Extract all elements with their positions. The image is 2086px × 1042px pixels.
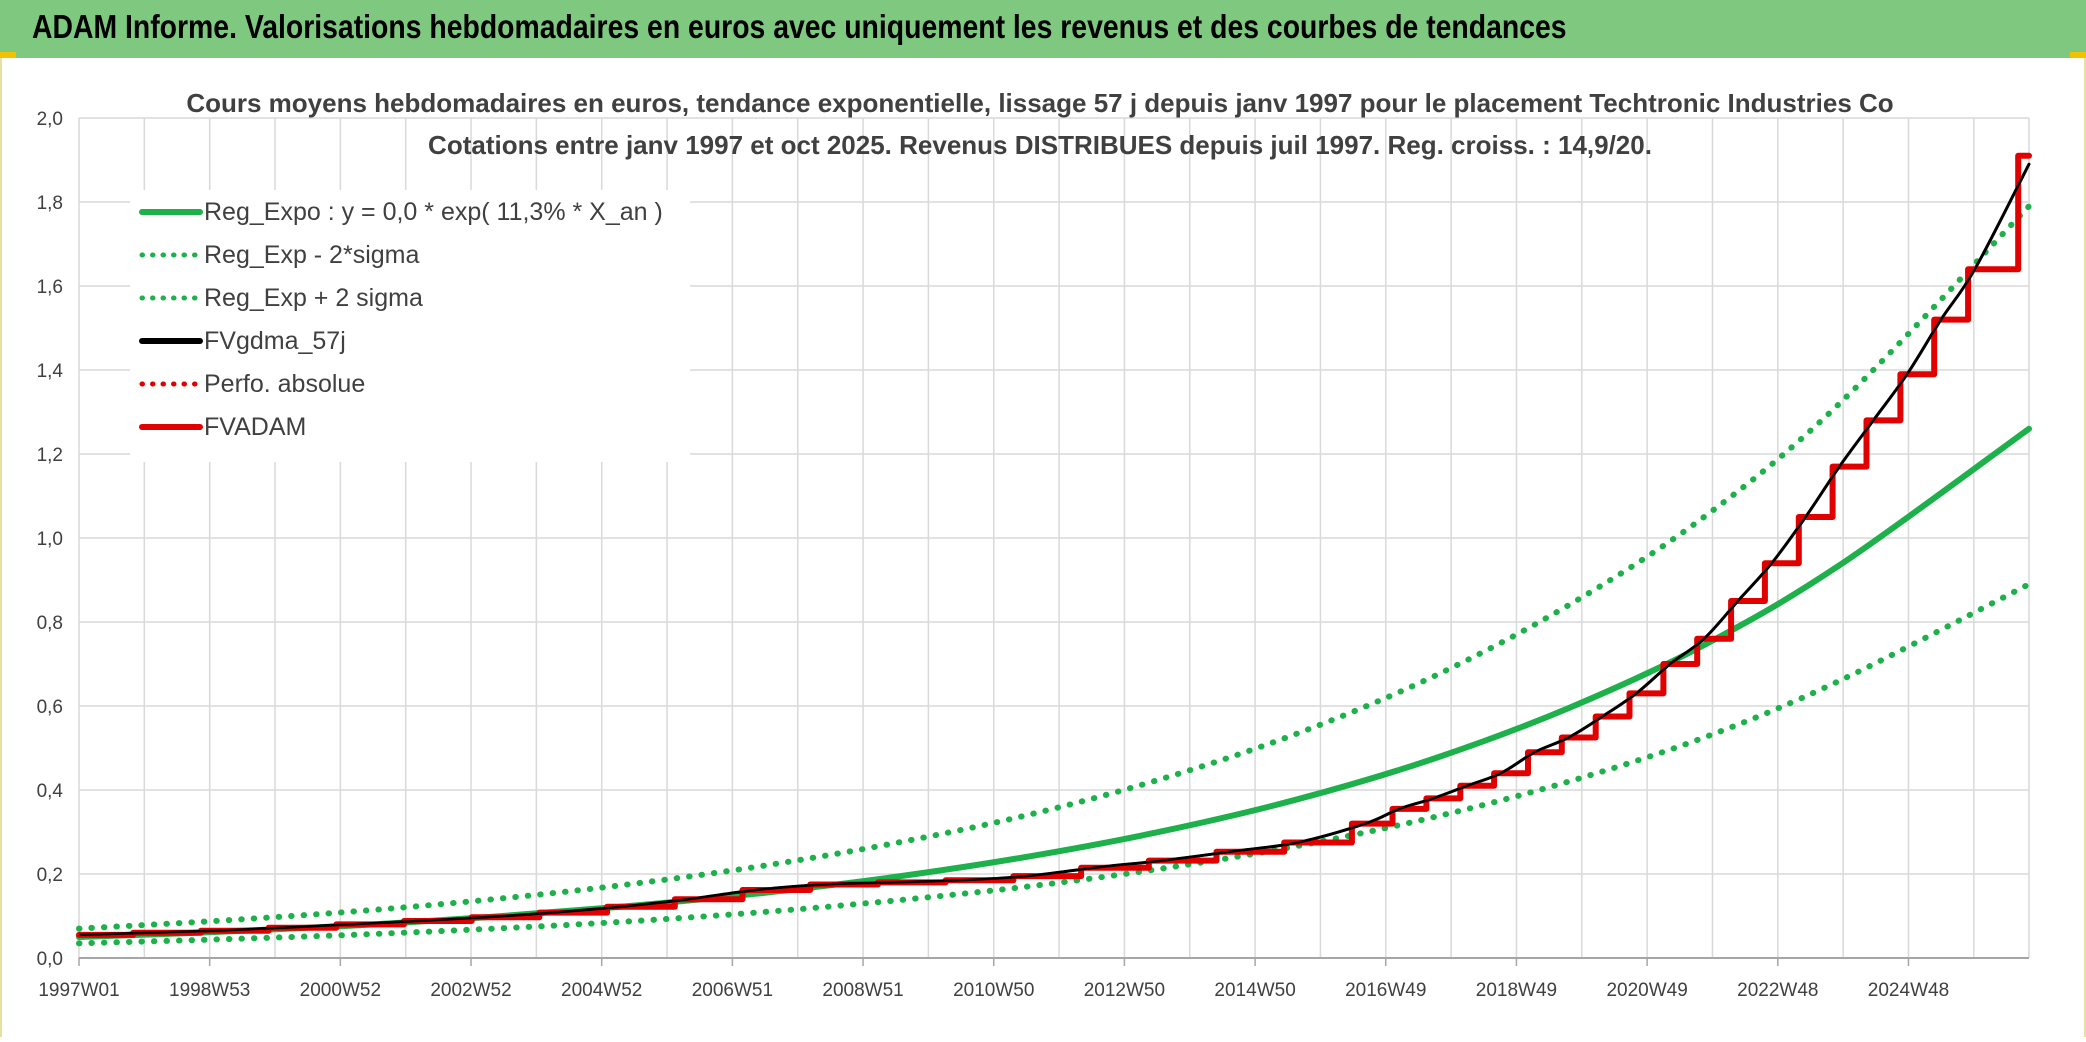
x-tick-label: 2000W52 bbox=[300, 980, 381, 1001]
chart-frame: Cours moyens hebdomadaires en euros, ten… bbox=[0, 58, 2086, 1037]
x-tick-label: 2024W48 bbox=[1868, 980, 1949, 1001]
y-tick-label: 2,0 bbox=[37, 109, 63, 130]
x-tick-label: 2004W52 bbox=[561, 980, 642, 1001]
y-tick-label: 1,2 bbox=[37, 445, 63, 466]
y-tick-label: 0,6 bbox=[37, 697, 63, 718]
x-tick-label: 2022W48 bbox=[1737, 980, 1818, 1001]
y-tick-label: 0,8 bbox=[37, 613, 63, 634]
y-tick-label: 1,6 bbox=[37, 277, 63, 298]
tick-labels: 0,0 0,2 0,4 0,6 0,8 1,0 1,2 1,4 1,6 1,8 2,0 1997W01… bbox=[37, 109, 1950, 1001]
x-tick-label: 2006W51 bbox=[692, 980, 773, 1001]
chart-title: Cours moyens hebdomadaires en euros, ten… bbox=[186, 88, 1893, 118]
legend-label: FVgdma_57j bbox=[204, 327, 346, 355]
x-tick-label: 2010W50 bbox=[953, 980, 1034, 1001]
series-line-2 bbox=[76, 581, 2032, 947]
x-tick-label: 2008W51 bbox=[822, 980, 903, 1001]
report-title: ADAM Informe. Valorisations hebdomadaire… bbox=[32, 8, 1567, 45]
y-tick-label: 0,0 bbox=[37, 949, 63, 970]
x-tick-label: 2014W50 bbox=[1214, 980, 1295, 1001]
chart: Cours moyens hebdomadaires en euros, ten… bbox=[37, 88, 2032, 1001]
y-tick-label: 1,0 bbox=[37, 529, 63, 550]
y-tick-label: 1,8 bbox=[37, 193, 63, 214]
x-tick-label: 1998W53 bbox=[169, 980, 250, 1001]
legend-label: Perfo. absolue bbox=[204, 370, 365, 398]
x-tick-label: 2018W49 bbox=[1476, 980, 1557, 1001]
series bbox=[76, 152, 2032, 947]
chart-title-block: Cours moyens hebdomadaires en euros, ten… bbox=[186, 88, 1893, 160]
legend-label: Reg_Expo : y = 0,0 * exp( 11,3% * X_an ) bbox=[204, 198, 663, 226]
x-tick-label: 2002W52 bbox=[430, 980, 511, 1001]
legend-box bbox=[130, 190, 690, 462]
series-line-fvgdma-top bbox=[78, 163, 2031, 937]
report-header: ADAM Informe. Valorisations hebdomadaire… bbox=[0, 0, 2086, 58]
legend: Reg_Expo : y = 0,0 * exp( 11,3% * X_an )… bbox=[130, 190, 690, 462]
axes bbox=[78, 957, 2029, 966]
corner-accent-left bbox=[0, 52, 16, 58]
y-tick-label: 0,4 bbox=[37, 781, 64, 802]
x-tick-label: 1997W01 bbox=[38, 980, 119, 1001]
legend-label: FVADAM bbox=[204, 413, 306, 441]
chart-subtitle: Cotations entre janv 1997 et oct 2025. R… bbox=[428, 130, 1652, 160]
x-tick-label: 2020W49 bbox=[1606, 980, 1687, 1001]
series-line-3 bbox=[76, 203, 2032, 932]
x-tick-label: 2012W50 bbox=[1084, 980, 1165, 1001]
x-tick-label: 2016W49 bbox=[1345, 980, 1426, 1001]
corner-accent-right bbox=[2070, 52, 2086, 58]
legend-label: Reg_Exp - 2*sigma bbox=[204, 241, 419, 269]
y-tick-label: 1,4 bbox=[37, 361, 64, 382]
y-tick-label: 0,2 bbox=[37, 865, 63, 886]
legend-label: Reg_Exp + 2 sigma bbox=[204, 284, 423, 312]
